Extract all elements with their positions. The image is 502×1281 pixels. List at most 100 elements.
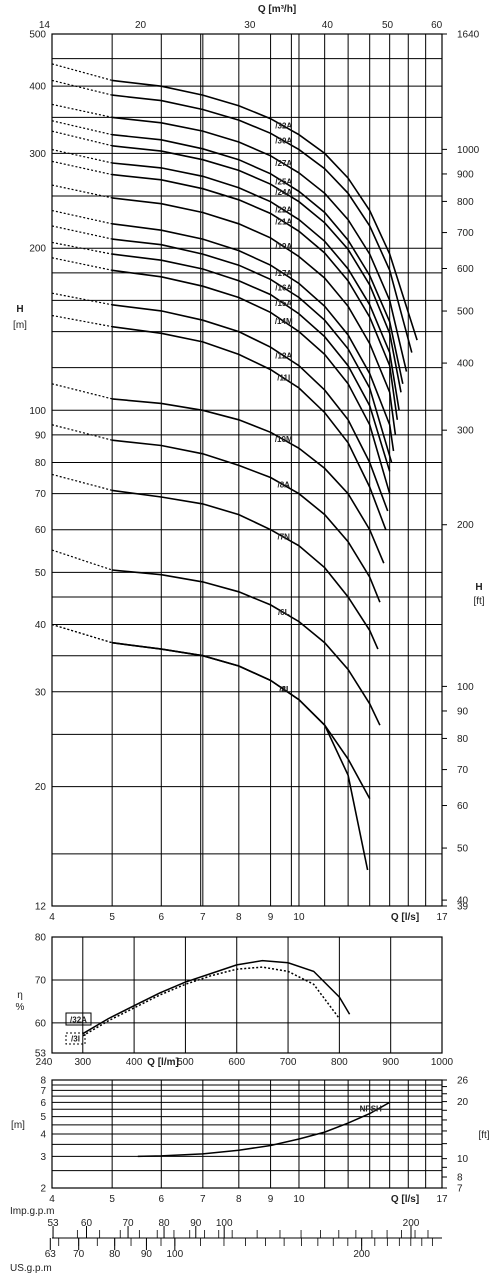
curve-label: /3I [279, 685, 288, 694]
npsh-ft-tick-label: 7 [457, 1184, 463, 1195]
imp-gpm-tick-label: 200 [403, 1218, 420, 1229]
curve-11I [111, 325, 387, 530]
q-ls-axis-label: Q [l/s] [391, 912, 419, 923]
us-gpm-tick-label: 100 [166, 1249, 183, 1260]
curve-14M [111, 269, 391, 494]
top-axis-label: Q [m³/h] [258, 4, 296, 15]
q-ls-tick-label: 6 [159, 912, 165, 923]
q-ls-tick-label: 7 [200, 912, 206, 923]
curve-dotted-segment [51, 160, 113, 176]
h-tick-label: 100 [29, 406, 46, 417]
npsh-ft-tick-label: 26 [457, 1076, 469, 1087]
ft-tick-label: 600 [457, 264, 474, 275]
curve-22A [112, 162, 400, 411]
curve-label: /8A [278, 480, 291, 489]
h-tick-label: 90 [35, 430, 47, 441]
imp-gpm-tick-label: 53 [47, 1218, 59, 1229]
q-ls-tick-label: 10 [293, 912, 305, 923]
npsh-x-tick-label: 6 [159, 1194, 165, 1205]
curve-3I [111, 641, 369, 871]
main-chart-frame [51, 33, 443, 907]
eff-x-tick-label: 300 [74, 1057, 91, 1068]
h-tick-label: 50 [35, 568, 47, 579]
q-m3h-tick-label: 20 [135, 20, 147, 31]
curve-label: /12A [275, 351, 292, 360]
curve-dotted-segment [51, 120, 113, 136]
eff-x-tick-label: 800 [331, 1057, 348, 1068]
curve-16A [112, 238, 393, 463]
curve-label: /21A [275, 217, 292, 226]
h-tick-label: 60 [35, 525, 47, 536]
curve-dotted-segment [51, 623, 113, 644]
curve-dotted-segment [51, 424, 113, 441]
imp-gpm-tick-label: 70 [122, 1218, 134, 1229]
ft-tick-label: 200 [457, 520, 474, 531]
npsh-tick-label: 2 [40, 1184, 46, 1195]
us-gpm-tick-label: 200 [353, 1249, 370, 1260]
curve-10M [112, 398, 385, 564]
eff-x-tick-label: 1000 [431, 1057, 454, 1068]
npsh-x-tick-label: 5 [109, 1194, 115, 1205]
npsh-tick-label: 6 [40, 1098, 46, 1109]
eff-x-tick-label: 400 [126, 1057, 143, 1068]
curve-21A [112, 173, 399, 420]
curve-dotted-segment [51, 225, 113, 240]
ft-tick-label: 1000 [457, 145, 480, 156]
curve-label: /32A [275, 122, 292, 131]
ft-tick-label: 50 [457, 844, 469, 855]
eff-x-axis-label: Q [l/m] [147, 1057, 179, 1068]
curve-dotted-segment [51, 549, 113, 571]
ft-tick-label: 90 [457, 706, 469, 717]
ft-tick-label: 60 [457, 801, 469, 812]
eff-tick-label: 60 [35, 1018, 47, 1029]
curve-label: /14M [275, 317, 293, 326]
npsh-x-tick-label: 7 [200, 1194, 206, 1205]
curve-dotted-segment [51, 314, 113, 328]
curve-17A [111, 223, 395, 452]
q-m3h-tick-label: 40 [322, 20, 334, 31]
eff-tick-label: 70 [35, 975, 47, 986]
q-m3h-tick-label: 14 [39, 20, 51, 31]
h-tick-label: 500 [29, 30, 46, 41]
curve-6L [112, 569, 381, 726]
npsh-ft-tick-label: 20 [457, 1097, 469, 1108]
curve-19A [112, 197, 397, 436]
npsh-tick-label: 5 [40, 1112, 46, 1123]
curve-label: /6L [278, 608, 290, 617]
curve-8A [112, 439, 381, 603]
ft-tick-label: 40 [457, 896, 469, 907]
curve-24A [112, 145, 402, 393]
npsh-x-tick-label: 10 [293, 1194, 305, 1205]
q-m3h-tick-label: 60 [431, 20, 443, 31]
eff-tick-label: 53 [35, 1049, 47, 1060]
npsh-ft-tick-label: 10 [457, 1154, 469, 1165]
ft-tick-label: 400 [457, 359, 474, 370]
eff-legend-label: /32A [70, 1016, 87, 1025]
curve-32A [112, 79, 418, 341]
ft-tick-label: 500 [457, 307, 474, 318]
curve-label: /25A [275, 177, 292, 186]
q-ls-tick-label: 17 [436, 912, 448, 923]
q-ls-tick-label: 4 [49, 912, 55, 923]
us-gpm-tick-label: 63 [45, 1249, 57, 1260]
ft-tick-label: 900 [457, 169, 474, 180]
curve-label: /17A [275, 269, 292, 278]
curve-dotted-segment [51, 257, 113, 271]
q-ls-tick-label: 5 [109, 912, 115, 923]
ft-tick-label: 300 [457, 426, 474, 437]
imp-gpm-label: Imp.g.p.m [10, 1206, 54, 1217]
h-tick-label: 200 [29, 244, 46, 255]
curve-label: /15A [275, 299, 292, 308]
curve-dotted-segment [51, 79, 113, 96]
curve-dotted-segment [51, 383, 113, 400]
h-axis-unit: [m] [13, 320, 27, 331]
curve-label: /10M [275, 435, 293, 444]
curve-label: /19A [275, 242, 292, 251]
h-tick-label: 80 [35, 458, 47, 469]
npsh-axis-unit: [m] [11, 1120, 25, 1131]
imp-gpm-tick-label: 60 [81, 1218, 93, 1229]
curve-dotted-segment [51, 292, 113, 306]
curve-dotted-segment [51, 148, 113, 164]
